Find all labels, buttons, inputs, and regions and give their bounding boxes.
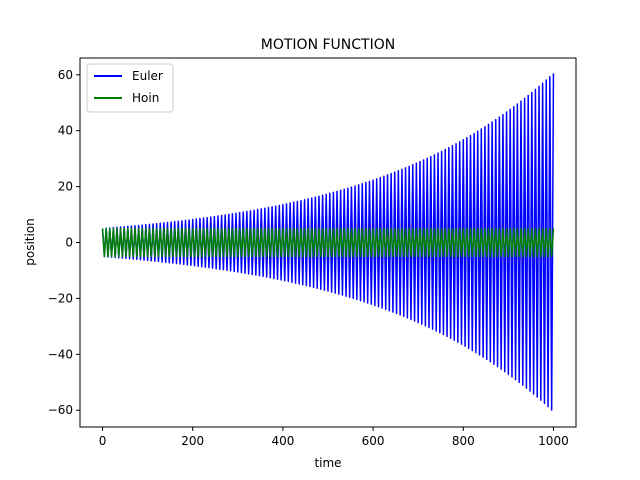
y-tick-label: 20 <box>58 180 73 194</box>
x-tick-label: 200 <box>181 434 204 448</box>
legend-label-euler: Euler <box>132 69 163 83</box>
chart-title: MOTION FUNCTION <box>261 37 395 53</box>
x-tick-label: 800 <box>452 434 475 448</box>
y-axis: −60 −40 −20 0 20 40 60 <box>48 68 80 417</box>
y-tick-label: 0 <box>65 236 73 250</box>
y-tick-label: −20 <box>48 291 73 305</box>
y-tick-label: −40 <box>48 347 73 361</box>
x-tick-label: 1000 <box>538 434 569 448</box>
legend-label-hoin: Hoin <box>132 91 159 105</box>
plot-area <box>101 73 555 411</box>
y-tick-label: 40 <box>58 124 73 138</box>
x-tick-label: 600 <box>362 434 385 448</box>
x-axis: 0 200 400 600 800 1000 <box>99 427 569 448</box>
x-axis-label: time <box>314 456 341 470</box>
series-layer <box>101 73 555 411</box>
y-tick-label: −60 <box>48 403 73 417</box>
x-tick-label: 0 <box>99 434 107 448</box>
y-tick-label: 60 <box>58 68 73 82</box>
series-line-hoin <box>101 227 555 258</box>
y-axis-label: position <box>23 218 37 266</box>
legend: Euler Hoin <box>86 63 174 113</box>
x-tick-label: 400 <box>271 434 294 448</box>
